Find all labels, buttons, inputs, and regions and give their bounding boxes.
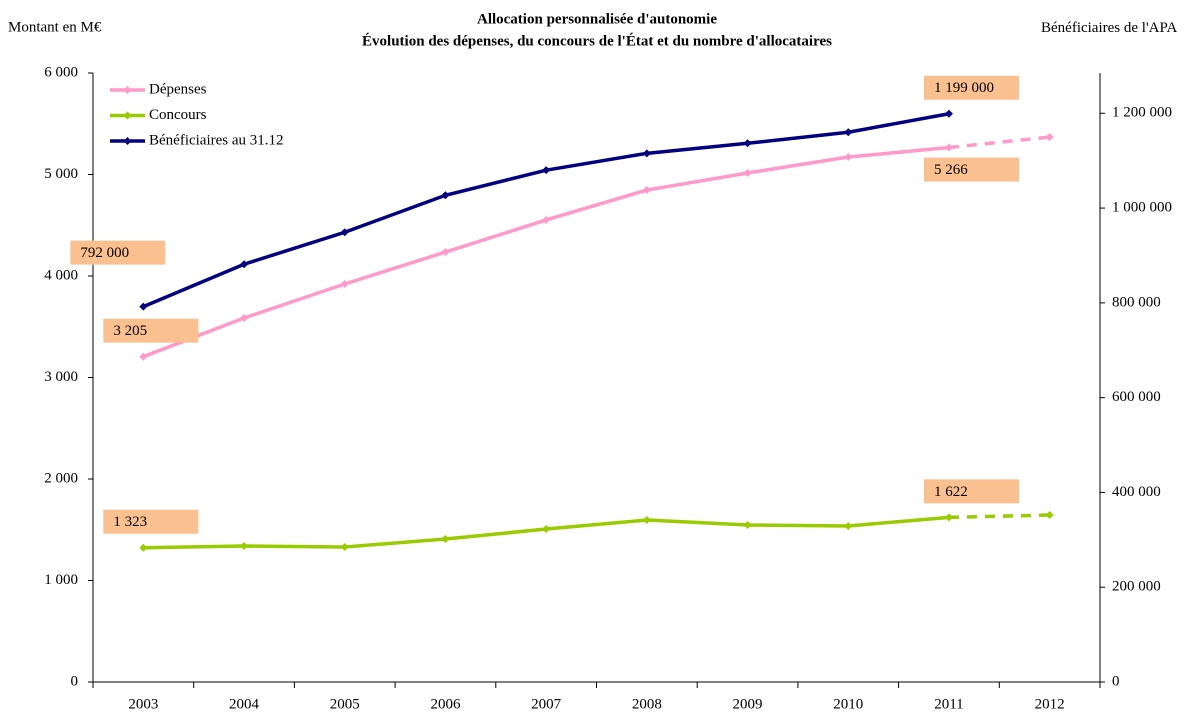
marker [1045, 511, 1054, 520]
x-tick-label: 2006 [430, 696, 461, 712]
marker [542, 525, 551, 534]
series-line-dashed [948, 513, 1050, 520]
legend-marker [123, 137, 132, 145]
series-line-dashed [948, 135, 1050, 150]
marker [139, 352, 148, 361]
data-label: 5 266 [934, 162, 968, 178]
data-label-box [923, 479, 1019, 504]
chart-title: Allocation personnalisée d'autonomie [477, 11, 717, 27]
marker [139, 543, 148, 552]
marker [944, 109, 953, 118]
marker [139, 302, 148, 311]
y2-tick-label: 800 000 [1112, 294, 1161, 310]
y2-tick-label: 1 000 000 [1112, 200, 1172, 216]
marker [642, 516, 651, 525]
marker [542, 215, 551, 224]
data-label: 3 205 [113, 323, 147, 339]
data-label: 1 622 [934, 484, 968, 500]
marker [642, 186, 651, 195]
marker [743, 520, 752, 529]
marker [542, 166, 551, 175]
y2-tick-label: 400 000 [1112, 484, 1161, 500]
legend-marker [123, 86, 132, 94]
legend-label: Bénéficiaires au 31.12 [149, 132, 284, 148]
marker [441, 534, 450, 543]
data-label-box [923, 75, 1019, 100]
legend-label: Dépenses [149, 81, 207, 97]
y-tick-label: 3 000 [44, 369, 78, 385]
y-tick-label: 6 000 [44, 64, 78, 80]
y2-tick-label: 0 [1112, 673, 1120, 689]
data-label-box [103, 318, 199, 343]
y-tick-label: 4 000 [44, 267, 78, 283]
marker [844, 153, 853, 162]
y2-tick-label: 600 000 [1112, 389, 1161, 405]
marker [944, 513, 953, 522]
data-label-box [923, 157, 1019, 182]
data-label-box [103, 509, 199, 534]
data-label: 1 199 000 [934, 80, 994, 96]
marker [642, 149, 651, 158]
marker [340, 228, 349, 237]
marker [340, 543, 349, 552]
x-tick-label: 2004 [229, 696, 260, 712]
marker [441, 248, 450, 257]
x-tick-label: 2007 [531, 696, 562, 712]
y-tick-label: 2 000 [44, 470, 78, 486]
x-tick-label: 2012 [1035, 696, 1065, 712]
marker [844, 128, 853, 137]
data-label-box [70, 240, 166, 265]
y2-tick-label: 200 000 [1112, 579, 1161, 595]
x-tick-label: 2011 [934, 696, 963, 712]
marker [340, 280, 349, 289]
y-tick-label: 1 000 [44, 572, 78, 588]
marker [743, 139, 752, 148]
marker [844, 521, 853, 530]
marker [240, 314, 249, 323]
x-tick-label: 2005 [330, 696, 360, 712]
marker [441, 191, 450, 200]
data-label: 1 323 [113, 514, 147, 530]
marker [1045, 133, 1054, 142]
y2-tick-label: 1 200 000 [1112, 105, 1172, 121]
data-label: 792 000 [80, 245, 129, 261]
legend-marker [123, 111, 132, 120]
x-tick-label: 2008 [632, 696, 662, 712]
x-tick-label: 2009 [733, 696, 763, 712]
x-tick-label: 2010 [833, 696, 863, 712]
legend-label: Concours [149, 107, 207, 123]
y-tick-label: 0 [71, 673, 79, 689]
y2-axis-label: Bénéficiaires de l'APA [1041, 20, 1178, 36]
marker [944, 143, 953, 152]
y-tick-label: 5 000 [44, 166, 78, 182]
series-line [142, 145, 950, 359]
marker [240, 541, 249, 550]
marker [743, 168, 752, 177]
chart-subtitle: Évolution des dépenses, du concours de l… [362, 32, 832, 49]
y-axis-label: Montant en M€ [8, 19, 102, 35]
marker [240, 260, 249, 269]
x-tick-label: 2003 [128, 696, 158, 712]
